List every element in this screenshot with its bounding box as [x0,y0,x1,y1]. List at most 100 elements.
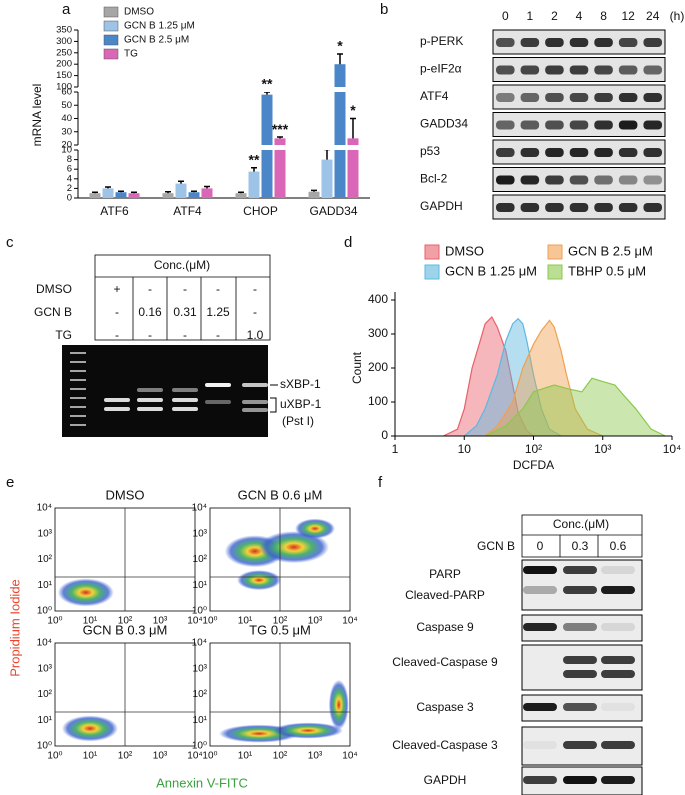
gel-band [172,388,198,392]
y-tick-label: 200 [368,360,388,374]
cell: - [253,305,257,319]
x-tick-label: 10¹ [238,751,253,762]
x-tick-label: 10¹ [83,616,98,627]
x-tick-label: 10⁰ [202,616,217,627]
blot-band [523,703,557,711]
legend-label: GCN B 1.25 μM [124,21,195,32]
legend-swatch [103,48,119,60]
protein-label: GADD34 [420,117,468,131]
blot-band [523,776,557,784]
protein-label: PARP [429,567,461,581]
density-cloud [237,570,281,591]
protein-label: p53 [420,144,440,158]
y-tick-label: 10² [193,689,208,700]
y-tick-label: 0 [381,428,388,442]
ladder-band [70,415,86,417]
panel-label: f [378,474,383,491]
y-tick-label: 300 [56,36,72,47]
blot-band [601,670,635,678]
protein-label: ATF4 [420,89,449,103]
legend-swatch [424,244,440,260]
ladder-band [70,379,86,381]
density-cloud [273,722,343,739]
x-tick-label: 10⁰ [202,751,217,762]
blot-band [563,703,597,711]
cell: - [148,282,152,296]
x-tick-label: 10³ [594,442,611,456]
bar [321,159,333,198]
gel-band [172,398,198,402]
y-tick-label: 300 [368,326,388,340]
legend-label: GCN B 1.25 μM [445,263,537,278]
blot-band [545,93,564,102]
significance: * [337,38,343,54]
panel-label: e [6,474,14,491]
blot-band [545,148,564,157]
protein-label: Bcl-2 [420,172,448,186]
x-tick-label: 10 [458,442,472,456]
y-axis-label: mRNA level [30,84,44,147]
gel-band [104,407,130,411]
lane-label: 4 [576,9,583,23]
x-tick-label: CHOP [243,204,278,218]
protein-label: Caspase 9 [416,620,474,634]
y-tick-label: 30 [61,126,72,137]
ladder-band [70,361,86,363]
legend-swatch [424,264,440,280]
unit-label: (h) [670,9,685,23]
table-header: Conc.(μM) [553,517,609,531]
x-tick-label: 10⁰ [47,751,62,762]
y-tick-label: 10³ [193,663,208,674]
bar [188,192,200,198]
bar [115,192,127,198]
blot-band [569,93,589,102]
x-tick-label: 10⁰ [47,616,62,627]
lane-label: 1 [527,9,534,23]
blot-band [569,175,589,185]
blot-band [618,175,638,185]
panel-label: b [380,1,388,18]
dot-plot [219,679,349,743]
cell: - [148,328,152,342]
y-tick-label: 4 [67,173,72,184]
plot-title: TG 0.5 μM [249,622,311,637]
y-tick-label: 250 [56,47,72,58]
panel-label: d [344,234,352,251]
blot-band [496,175,515,185]
significance: * [350,102,356,118]
bar [235,193,247,198]
row-label: GCN B [34,305,72,319]
error-bar [165,191,171,194]
y-tick-label: 10² [38,554,53,565]
blot-band [643,120,662,130]
row-label: DMSO [36,282,72,296]
cell: 1.25 [206,305,230,319]
error-bar [204,185,210,189]
blot-band [563,623,597,631]
legend-label: TBHP 0.5 μM [568,263,646,278]
cell: - [183,282,187,296]
gel-band [137,407,163,411]
x-axis-label: DCFDA [513,458,554,472]
lane-label: 0.3 [572,539,589,553]
blot-band [496,120,515,130]
density-cloud [259,531,329,564]
blot-band [618,203,638,212]
x-tick-label: 10² [118,751,133,762]
y-tick-label: 200 [56,59,72,70]
ladder-band [70,424,86,426]
blot-band [643,38,662,47]
error-bar [131,191,137,194]
band-label: uXBP-1 [280,397,322,411]
blot-band [545,38,564,47]
bar [162,193,174,198]
bar [334,64,346,198]
error-bar [105,186,111,189]
y-tick-label: 10⁴ [192,503,207,514]
dot-plot [62,715,118,742]
blot-band [601,703,635,711]
blot-band [563,670,597,678]
bar [248,171,260,198]
x-tick-label: 10³ [308,751,323,762]
band-label: (Pst I) [282,414,314,428]
